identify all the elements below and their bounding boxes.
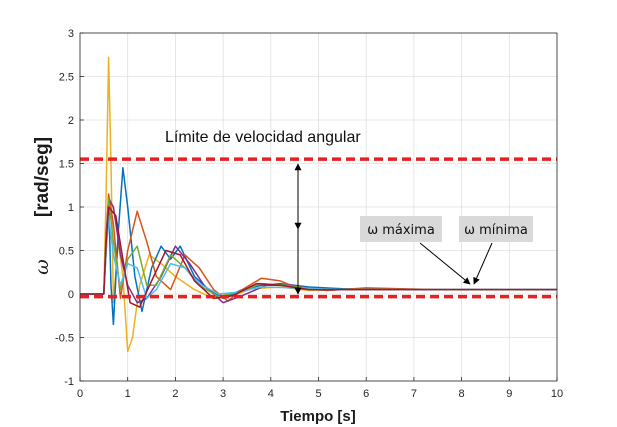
y-tick-label: 3 [68,28,74,40]
y-tick-label: 2.5 [59,72,74,84]
y-axis-label: [rad/seg] ω [31,137,53,275]
min-label-box [459,216,533,242]
x-tick-label: 0 [77,388,83,400]
min-label: ω mínima [464,223,528,238]
x-tick-label: 4 [268,388,274,400]
series-group [80,56,557,353]
x-tick-label: 2 [172,388,178,400]
x-tick-label: 10 [551,388,563,400]
y-tick-label: -0.5 [55,333,74,345]
y-tick-label: 2 [68,115,74,127]
y-axis-label-unit: [rad/seg] [32,137,53,217]
min-arrow [473,242,493,285]
x-axis-label: Tiempo [s] [280,408,356,425]
max-arrow [419,242,471,285]
y-tick-labels: -1 -0.5 0 0.5 1 1.5 2 2.5 3 [55,28,74,388]
x-tick-label: 1 [125,388,131,400]
series-line-2 [80,167,557,326]
plot-frame [79,32,558,382]
limit-lines [80,157,557,299]
y-tick-label: -1 [64,376,74,388]
y-tick-label: 1 [68,202,74,214]
x-tick-labels: 0 1 2 3 4 5 6 7 8 9 10 [77,388,563,400]
y-tick-label: 0.5 [59,246,74,258]
max-label: ω máxima [367,223,435,238]
y-tick-label: 1.5 [59,159,74,171]
x-tick-label: 8 [459,388,465,400]
x-tick-label: 3 [220,388,226,400]
limit-annotation: Límite de velocidad angular [165,129,361,146]
x-tick-label: 5 [315,388,321,400]
y-axis-label-symbol: ω [31,259,53,275]
x-tick-label: 9 [506,388,512,400]
x-tick-label: 6 [363,388,369,400]
max-label-box [360,216,442,242]
x-tick-label: 7 [411,388,417,400]
y-tick-label: 0 [68,289,74,301]
series-line-7 [80,206,557,308]
